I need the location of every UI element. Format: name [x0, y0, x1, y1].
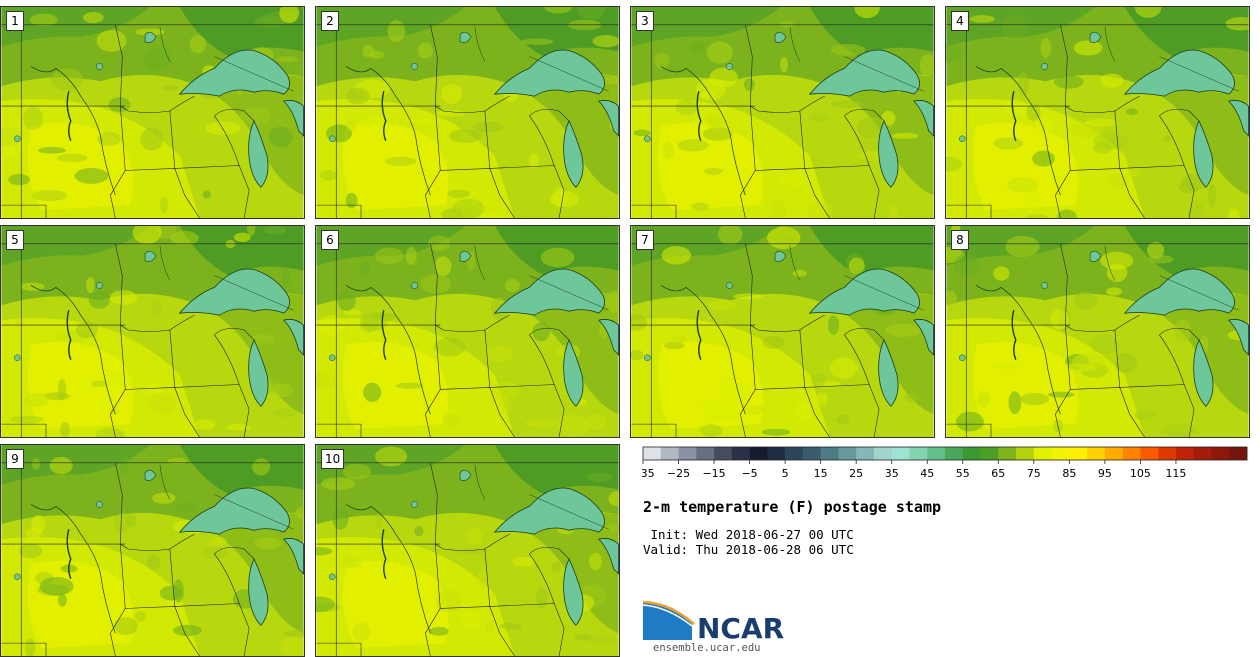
temperature-map — [316, 226, 619, 437]
init-time: Init: Wed 2018-06-27 00 UTC — [643, 527, 854, 542]
colorbar-tick-label: 45 — [920, 467, 934, 480]
colorbar-swatch — [714, 447, 733, 460]
colorbar-tick-label: −5 — [741, 467, 757, 480]
map-panel-6: 6 — [315, 225, 620, 438]
colorbar-swatch — [909, 447, 928, 460]
colorbar-tick-label: 95 — [1098, 467, 1112, 480]
colorbar-swatch — [1193, 447, 1212, 460]
colorbar-swatch — [927, 447, 946, 460]
colorbar-tick-label: 5 — [782, 467, 789, 480]
colorbar-tick-label: 35 — [885, 467, 899, 480]
temperature-colorbar: −35 −25 −15 −5 5 15 25 35 45 55 65 75 85 95 105 115 — [642, 446, 1248, 480]
temperature-map — [1, 445, 304, 656]
temperature-map — [316, 7, 619, 218]
member-label: 8 — [951, 230, 969, 250]
colorbar-swatch — [1087, 447, 1106, 460]
colorbar-tick-label: 105 — [1130, 467, 1151, 480]
colorbar-swatch — [820, 447, 839, 460]
member-label: 10 — [321, 449, 345, 469]
temperature-map — [316, 445, 619, 656]
member-label: 7 — [636, 230, 654, 250]
colorbar-swatch — [1122, 447, 1141, 460]
colorbar-swatch — [1211, 447, 1230, 460]
map-panel-8: 8 — [945, 225, 1250, 438]
ncar-logo-text: NCAR — [697, 612, 785, 645]
colorbar-swatch — [856, 447, 875, 460]
colorbar-swatch — [1033, 447, 1052, 460]
colorbar-tick-label: 65 — [991, 467, 1005, 480]
member-label: 2 — [321, 11, 339, 31]
colorbar-swatch — [1140, 447, 1159, 460]
colorbar-swatch — [767, 447, 786, 460]
temperature-map — [946, 226, 1249, 437]
colorbar-swatch — [1158, 447, 1177, 460]
member-label: 5 — [6, 230, 24, 250]
colorbar-swatch — [660, 447, 679, 460]
map-panel-7: 7 — [630, 225, 935, 438]
colorbar-swatch — [678, 447, 697, 460]
member-label: 3 — [636, 11, 654, 31]
colorbar-swatch — [1069, 447, 1088, 460]
member-label: 1 — [6, 11, 24, 31]
colorbar-tick-label: 75 — [1027, 467, 1041, 480]
colorbar-ticks: −35 −25 −15 −5 5 15 25 35 45 55 65 75 85 95 105 115 — [642, 460, 1186, 480]
map-panel-10: 10 — [315, 444, 620, 657]
colorbar-swatch — [785, 447, 804, 460]
colorbar-tick-label: −15 — [702, 467, 725, 480]
member-label: 9 — [6, 449, 24, 469]
plot-title: 2-m temperature (F) postage stamp — [643, 498, 942, 516]
colorbar-swatch — [1051, 447, 1070, 460]
colorbar-swatch — [1104, 447, 1123, 460]
colorbar-tick-label: 55 — [956, 467, 970, 480]
colorbar-tick-label: −25 — [667, 467, 690, 480]
map-panel-5: 5 — [0, 225, 305, 438]
map-panel-9: 9 — [0, 444, 305, 657]
map-panel-3: 3 — [630, 6, 935, 219]
map-panel-2: 2 — [315, 6, 620, 219]
colorbar-swatch — [980, 447, 999, 460]
temperature-map — [1, 226, 304, 437]
member-label: 6 — [321, 230, 339, 250]
map-panel-4: 4 — [945, 6, 1250, 219]
temperature-map — [631, 7, 934, 218]
colorbar-swatch — [802, 447, 821, 460]
temperature-map — [631, 226, 934, 437]
colorbar-swatch — [1016, 447, 1035, 460]
ncar-logo-icon — [642, 600, 695, 640]
member-label: 4 — [951, 11, 969, 31]
temperature-map — [1, 7, 304, 218]
colorbar-swatch — [749, 447, 768, 460]
colorbar-swatch — [643, 447, 662, 460]
colorbar-swatch — [873, 447, 893, 460]
temperature-map — [946, 7, 1249, 218]
colorbar-tick-label: 115 — [1165, 467, 1186, 480]
colorbar-tick-label: 15 — [814, 467, 828, 480]
colorbar-swatch — [998, 447, 1017, 460]
colorbar-swatch — [696, 447, 715, 460]
colorbar-tick-label: 25 — [849, 467, 863, 480]
colorbar-swatch — [962, 447, 981, 460]
colorbar-tick-label: −35 — [642, 467, 655, 480]
website-url: ensemble.ucar.edu — [653, 642, 761, 654]
valid-time: Valid: Thu 2018-06-28 06 UTC — [643, 542, 854, 557]
colorbar-swatch — [945, 447, 964, 460]
colorbar-swatch — [731, 447, 750, 460]
colorbar-tick-label: 85 — [1062, 467, 1076, 480]
colorbar-swatch — [891, 447, 910, 460]
colorbar-swatch — [1175, 447, 1195, 460]
colorbar-swatches — [642, 446, 1248, 461]
map-panel-1: 1 — [0, 6, 305, 219]
colorbar-swatch — [838, 447, 857, 460]
colorbar-swatch — [1229, 447, 1248, 460]
